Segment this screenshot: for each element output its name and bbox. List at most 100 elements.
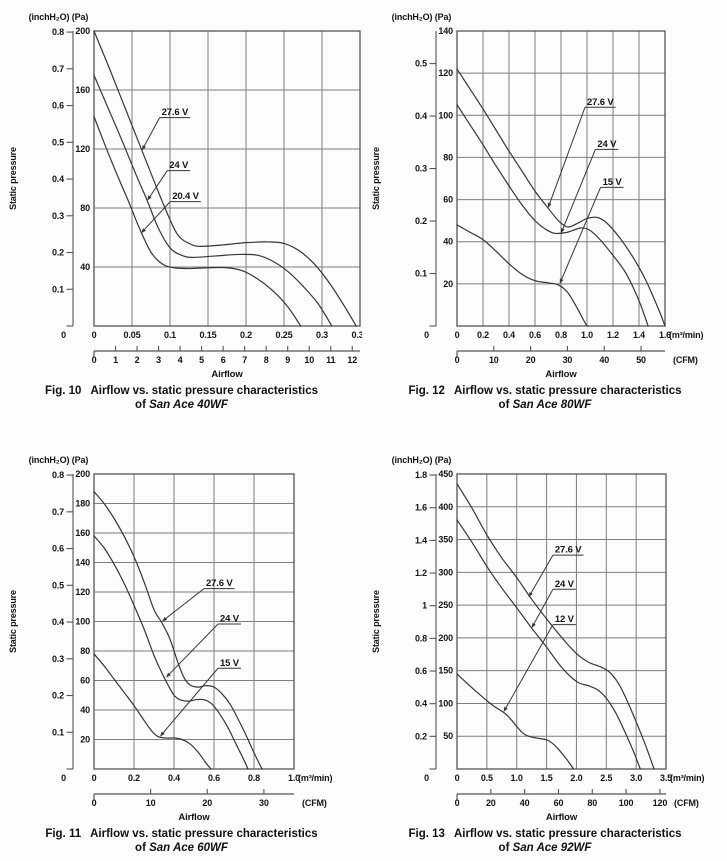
cfm-tick-label: 50 (636, 355, 646, 365)
inch-tick-label: 0.3 (51, 211, 63, 221)
inch-tick-label: 0.4 (415, 111, 427, 121)
caption-line1: Fig. 12 Airflow vs. static pressure chara… (409, 384, 682, 398)
inch-zero-label: 0 (424, 773, 429, 783)
x-tick-label: 1.0 (511, 773, 523, 783)
curve-label: 27.6 V (587, 97, 614, 108)
caption-of: of (498, 399, 510, 411)
chart-80wf-canvas: 14012010080604020(Pa)0.50.40.30.20.10(in… (371, 12, 704, 380)
x-tick-label: 0.2 (127, 773, 139, 783)
caption-line1: Fig. 13 Airflow vs. static pressure chara… (409, 827, 682, 841)
pa-tick-label: 120 (75, 144, 90, 154)
inch-tick-label: 0.8 (51, 470, 63, 480)
x-tick-label: 1.6 (659, 330, 671, 340)
curve-label-arrowhead (503, 706, 508, 712)
pa-tick-label: 200 (75, 469, 90, 479)
gridlines (93, 31, 360, 326)
figure-caption-60wf: Fig. 11 Airflow vs. static pressure chara… (45, 827, 317, 855)
figure-caption-80wf: Fig. 12 Airflow vs. static pressure chara… (409, 384, 682, 412)
curve-24V (456, 104, 649, 327)
x-tick-label: 0.4 (503, 330, 515, 340)
cfm-tick-label: 20 (486, 798, 496, 808)
inch-tick-label: 0.2 (51, 248, 63, 258)
figure-panel-80wf: 140 120 100 80 60 40 20 (Pa) 0.5 0.4 0.3 0.2 0.1 0 (in… (363, 5, 727, 418)
pa-unit-label: (Pa) (71, 455, 88, 465)
x-tick-label: 0.05 (123, 330, 140, 340)
x-tick-label: 2.0 (570, 773, 582, 783)
x-tick-label: 0.6 (207, 773, 219, 783)
pa-axis-labels: 450 400 350 300 250 200 150 100 50 (438, 469, 453, 741)
cfm-tick-label: 9 (285, 355, 290, 365)
x-unit-label: (m³/min) (670, 773, 704, 783)
inch-tick-label: 0.1 (51, 727, 63, 737)
inch-zero-label: 0 (61, 330, 66, 340)
inch-tick-label: 0.4 (51, 174, 63, 184)
pa-tick-label: 180 (75, 499, 90, 509)
figure-caption-92wf: Fig. 13 Airflow vs. static pressure chara… (409, 827, 682, 855)
x-tick-label: 3.5 (660, 773, 672, 783)
pa-unit-label: (Pa) (71, 12, 88, 22)
curve-label: 24 V (220, 614, 240, 625)
curve-27.6V (456, 68, 666, 327)
pa-tick-label: 80 (80, 203, 90, 213)
pa-tick-label: 150 (438, 666, 453, 676)
inch-tick-label: 1.2 (415, 568, 427, 578)
cfm-tick-label: 20 (202, 798, 212, 808)
x-tick-label: 1.2 (607, 330, 619, 340)
caption-line2: of San Ace 80WF (409, 398, 682, 412)
inch-tick-label: 0.5 (415, 59, 427, 69)
inch-axis: 0.5 0.4 0.3 0.2 0.1 0 (415, 31, 437, 340)
cfm-unit-label: (CFM) (673, 355, 698, 365)
x-axis-title: Airflow (545, 369, 577, 380)
cfm-tick-label: 8 (263, 355, 268, 365)
curve-label-leader (162, 667, 218, 734)
cfm-tick-label: 0 (455, 355, 460, 365)
cfm-tick-label: 80 (587, 798, 597, 808)
figure-panel-60wf: 200 180 160 140 120 100 80 60 40 20 (Pa) 0.8 0.7 0.6 0… (0, 448, 363, 861)
curve-20.4V (92, 115, 301, 327)
pa-tick-label: 120 (438, 68, 453, 78)
cfm-unit-label: (CFM) (302, 798, 327, 808)
inch-tick-label: 0.8 (415, 633, 427, 643)
curve-label: 15 V (603, 177, 623, 188)
cfm-axis: 0 10 20 30 40 50 (CFM) (455, 346, 698, 365)
x-axis-labels: 00.050.10.150.20.250.30.35(m³/min) (91, 330, 361, 340)
inch-tick-label: 0.2 (415, 216, 427, 226)
x-tick-label: 1.4 (633, 330, 645, 340)
y-axis-title: Static pressure (371, 590, 381, 653)
curve-label: 15 V (220, 658, 240, 669)
pa-tick-label: 80 (443, 152, 453, 162)
inch-tick-label: 1.8 (415, 470, 427, 480)
chart-40wf-canvas: 2001601208040(Pa)0.80.70.60.50.40.30.20.… (8, 12, 362, 380)
cfm-tick-label: 10 (145, 798, 155, 808)
gridlines (457, 474, 666, 769)
inch-tick-label: 0.3 (415, 164, 427, 174)
x-tick-label: 1.5 (541, 773, 553, 783)
cfm-tick-label: 0 (91, 355, 96, 365)
inch-tick-label: 0.3 (51, 654, 63, 664)
x-tick-label: 0.8 (555, 330, 567, 340)
inch-unit-label: (inchH₂O) (392, 455, 433, 465)
figure-caption-40wf: Fig. 10 Airflow vs. static pressure chara… (45, 384, 318, 412)
caption-of: of (135, 399, 146, 411)
y-axis-title: Static pressure (8, 590, 18, 653)
curve-label-leader (143, 201, 171, 230)
model-name: San Ace 92WF (512, 842, 592, 854)
x-tick-label: 0.15 (199, 330, 216, 340)
x-tick-label: 0.2 (477, 330, 489, 340)
x-tick-label: 1.0 (581, 330, 593, 340)
inch-tick-label: 0.8 (51, 27, 63, 37)
pa-tick-label: 60 (443, 195, 453, 205)
x-tick-label: 0.3 (315, 330, 327, 340)
inch-unit-label: (inchH₂O) (28, 455, 69, 465)
curve-label: 24 V (597, 139, 617, 150)
pa-tick-label: 60 (80, 676, 90, 686)
curve-12V (456, 673, 575, 770)
cfm-tick-label: 3 (156, 355, 161, 365)
curve-label-arrowhead (146, 195, 152, 201)
model-name: San Ace 40WF (149, 399, 228, 411)
pa-axis-labels: 140 120 100 80 60 40 20 (438, 26, 453, 289)
caption-line2: of San Ace 92WF (409, 841, 682, 855)
pa-tick-label: 160 (75, 528, 90, 538)
